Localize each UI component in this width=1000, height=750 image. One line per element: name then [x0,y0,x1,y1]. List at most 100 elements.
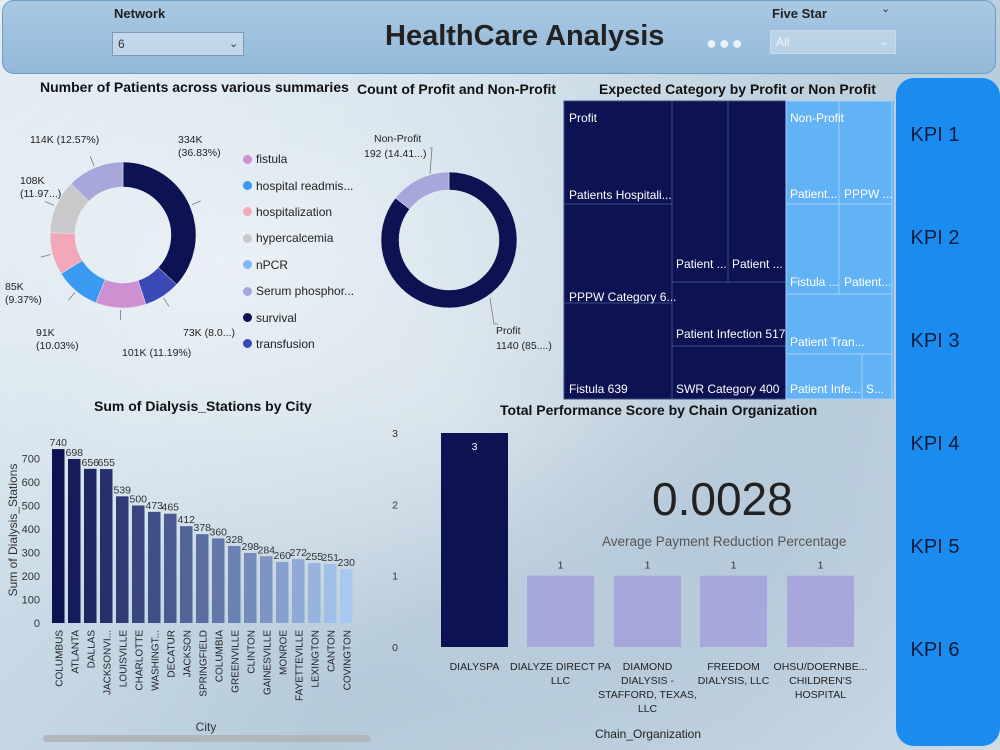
bar-data-label: 260 [273,550,291,562]
legend-marker [243,207,252,217]
treemap-cell-label: Patient ... [676,257,727,271]
bar [68,458,81,623]
donut-slice [380,171,518,309]
legend-marker [243,286,252,296]
y-tick-label: 200 [22,571,40,583]
legend-item[interactable]: hospitalization [243,199,354,225]
patients-donut-chart: 334K (36.83%) 73K (8.0...) 101K (11.19%) 91K… [5,134,235,359]
legend-label: survival [256,310,297,325]
donut-data-label: 73K (8.0...) [183,327,235,339]
kpi-4[interactable]: KPI 4 [910,433,960,455]
network-slicer-dropdown[interactable]: 6 [112,32,244,56]
leader-line [89,156,95,166]
bar-data-label: 1 [818,560,824,572]
treemap-cell-label: Patients Hospitali... [569,188,672,202]
legend-label: transfusion [256,336,315,351]
donut-data-label: 91K (10.03%) [36,327,79,352]
patients-donut-legend: fistula hospital readmis... hospitalizatio… [243,146,354,357]
kpi-5[interactable]: KPI 5 [910,536,960,558]
x-tick-label: COVINGTON [342,630,353,690]
x-tick-label: DIAMOND DIALYSIS -STAFFORD, TEXAS, LLC [598,661,697,715]
bar-data-label: 272 [289,547,307,559]
x-tick-label: JACKSONVI... [102,630,113,695]
y-tick-label: 300 [22,548,40,560]
treemap-cell-label: Fistula ... [790,275,839,289]
legend-label: Serum phosphor... [256,284,355,299]
x-tick-label: DECATUR [166,630,177,678]
treemap-cell-label: Patient Infe... [790,382,861,396]
performance-score-bar-chart: 0 1 2 3 3 DIALYSPA 1 DIALYZE DIRECT PA LLC 1 DIAMO… [392,428,867,741]
donut-slice [395,171,450,210]
bar [164,513,177,623]
legend-marker [243,339,252,349]
y-tick-label: 0 [392,642,398,654]
bar [180,526,193,623]
leader-line [191,200,202,206]
x-tick-label: MONROE [278,630,289,675]
legend-label: hospital readmis... [256,178,354,193]
y-tick-label: 0 [34,618,40,630]
y-tick-label: 400 [22,524,40,536]
chevron-down-icon[interactable]: ⌄ [879,36,889,48]
five-star-slicer-value: All [776,35,790,49]
legend-label: fistula [256,152,288,167]
expected-category-treemap: Profit Patients Hospitali... PPPW Category… [563,100,894,400]
legend-item[interactable]: fistula [243,146,354,172]
chevron-down-icon[interactable]: ⌄ [229,38,239,50]
legend-label: nPCR [256,257,289,272]
legend-item[interactable]: nPCR [243,252,354,278]
bar-data-label: 655 [97,457,115,469]
treemap-title: Expected Category by Profit or Non Profi… [599,81,876,97]
bar [196,534,209,623]
treemap-cell-label: Patient Tran... [790,335,865,349]
horizontal-scrollbar[interactable] [43,735,371,742]
bar-data-label: 251 [321,552,339,564]
bar [527,575,594,647]
leader-line [163,297,170,307]
treemap-group-nonprofit [786,101,894,399]
bar-data-label: 230 [337,557,355,569]
donut-data-label: 334K (36.83%) [178,134,221,159]
legend-label: hypercalcemia [256,231,334,246]
legend-item[interactable]: transfusion [243,331,354,357]
x-tick-label: SPRINGFIELD [198,630,209,697]
legend-item[interactable]: hypercalcemia [243,225,354,251]
five-star-slicer-dropdown[interactable]: All [770,30,896,54]
x-axis-label: Chain_Organization [595,727,701,741]
bar-data-label: 298 [241,541,259,553]
kpi-3[interactable]: KPI 3 [910,330,960,352]
bar-data-label: 360 [209,526,227,538]
bar [116,496,129,623]
x-tick-label: COLUMBIA [214,630,225,683]
bar-data-label: 1 [731,560,737,572]
legend-item[interactable]: hospital readmis... [243,172,354,198]
y-tick-label: 100 [22,595,40,607]
x-axis-label: City [196,720,217,734]
x-tick-label: CLINTON [246,630,257,674]
kpi-6[interactable]: KPI 6 [910,639,960,661]
leader-line [68,292,76,301]
donut-data-label: 101K (11.19%) [122,347,191,359]
donut-data-label: Profit 1140 (85....) [496,325,552,352]
treemap-cell-label: SWR Category 400 [676,382,780,396]
legend-label: hospitalization [256,204,333,219]
kpi-1[interactable]: KPI 1 [910,124,960,146]
chevron-down-icon[interactable]: ⌄ [881,3,891,15]
bar-data-label: 656 [81,457,99,469]
more-options-icon[interactable]: ●●● [706,33,745,53]
legend-item[interactable]: Serum phosphor... [243,278,354,304]
leader-line [489,297,498,325]
leader-line [44,201,55,206]
bar-data-label: 1 [645,560,651,572]
x-tick-label: FREEDOM DIALYSIS, LLC [698,661,770,687]
bar-data-label: 328 [225,534,243,546]
treemap-cell-label: Patient... [790,187,837,201]
network-slicer-value: 6 [118,37,125,51]
profit-donut-chart: Profit 1140 (85....) Non-Profit 192 (14.41.… [364,133,552,352]
bar-data-label: 3 [472,441,478,453]
kpi-2[interactable]: KPI 2 [910,227,960,249]
x-tick-label: LEXINGTON [310,630,321,688]
bar [441,433,508,647]
legend-item[interactable]: survival [243,304,354,330]
